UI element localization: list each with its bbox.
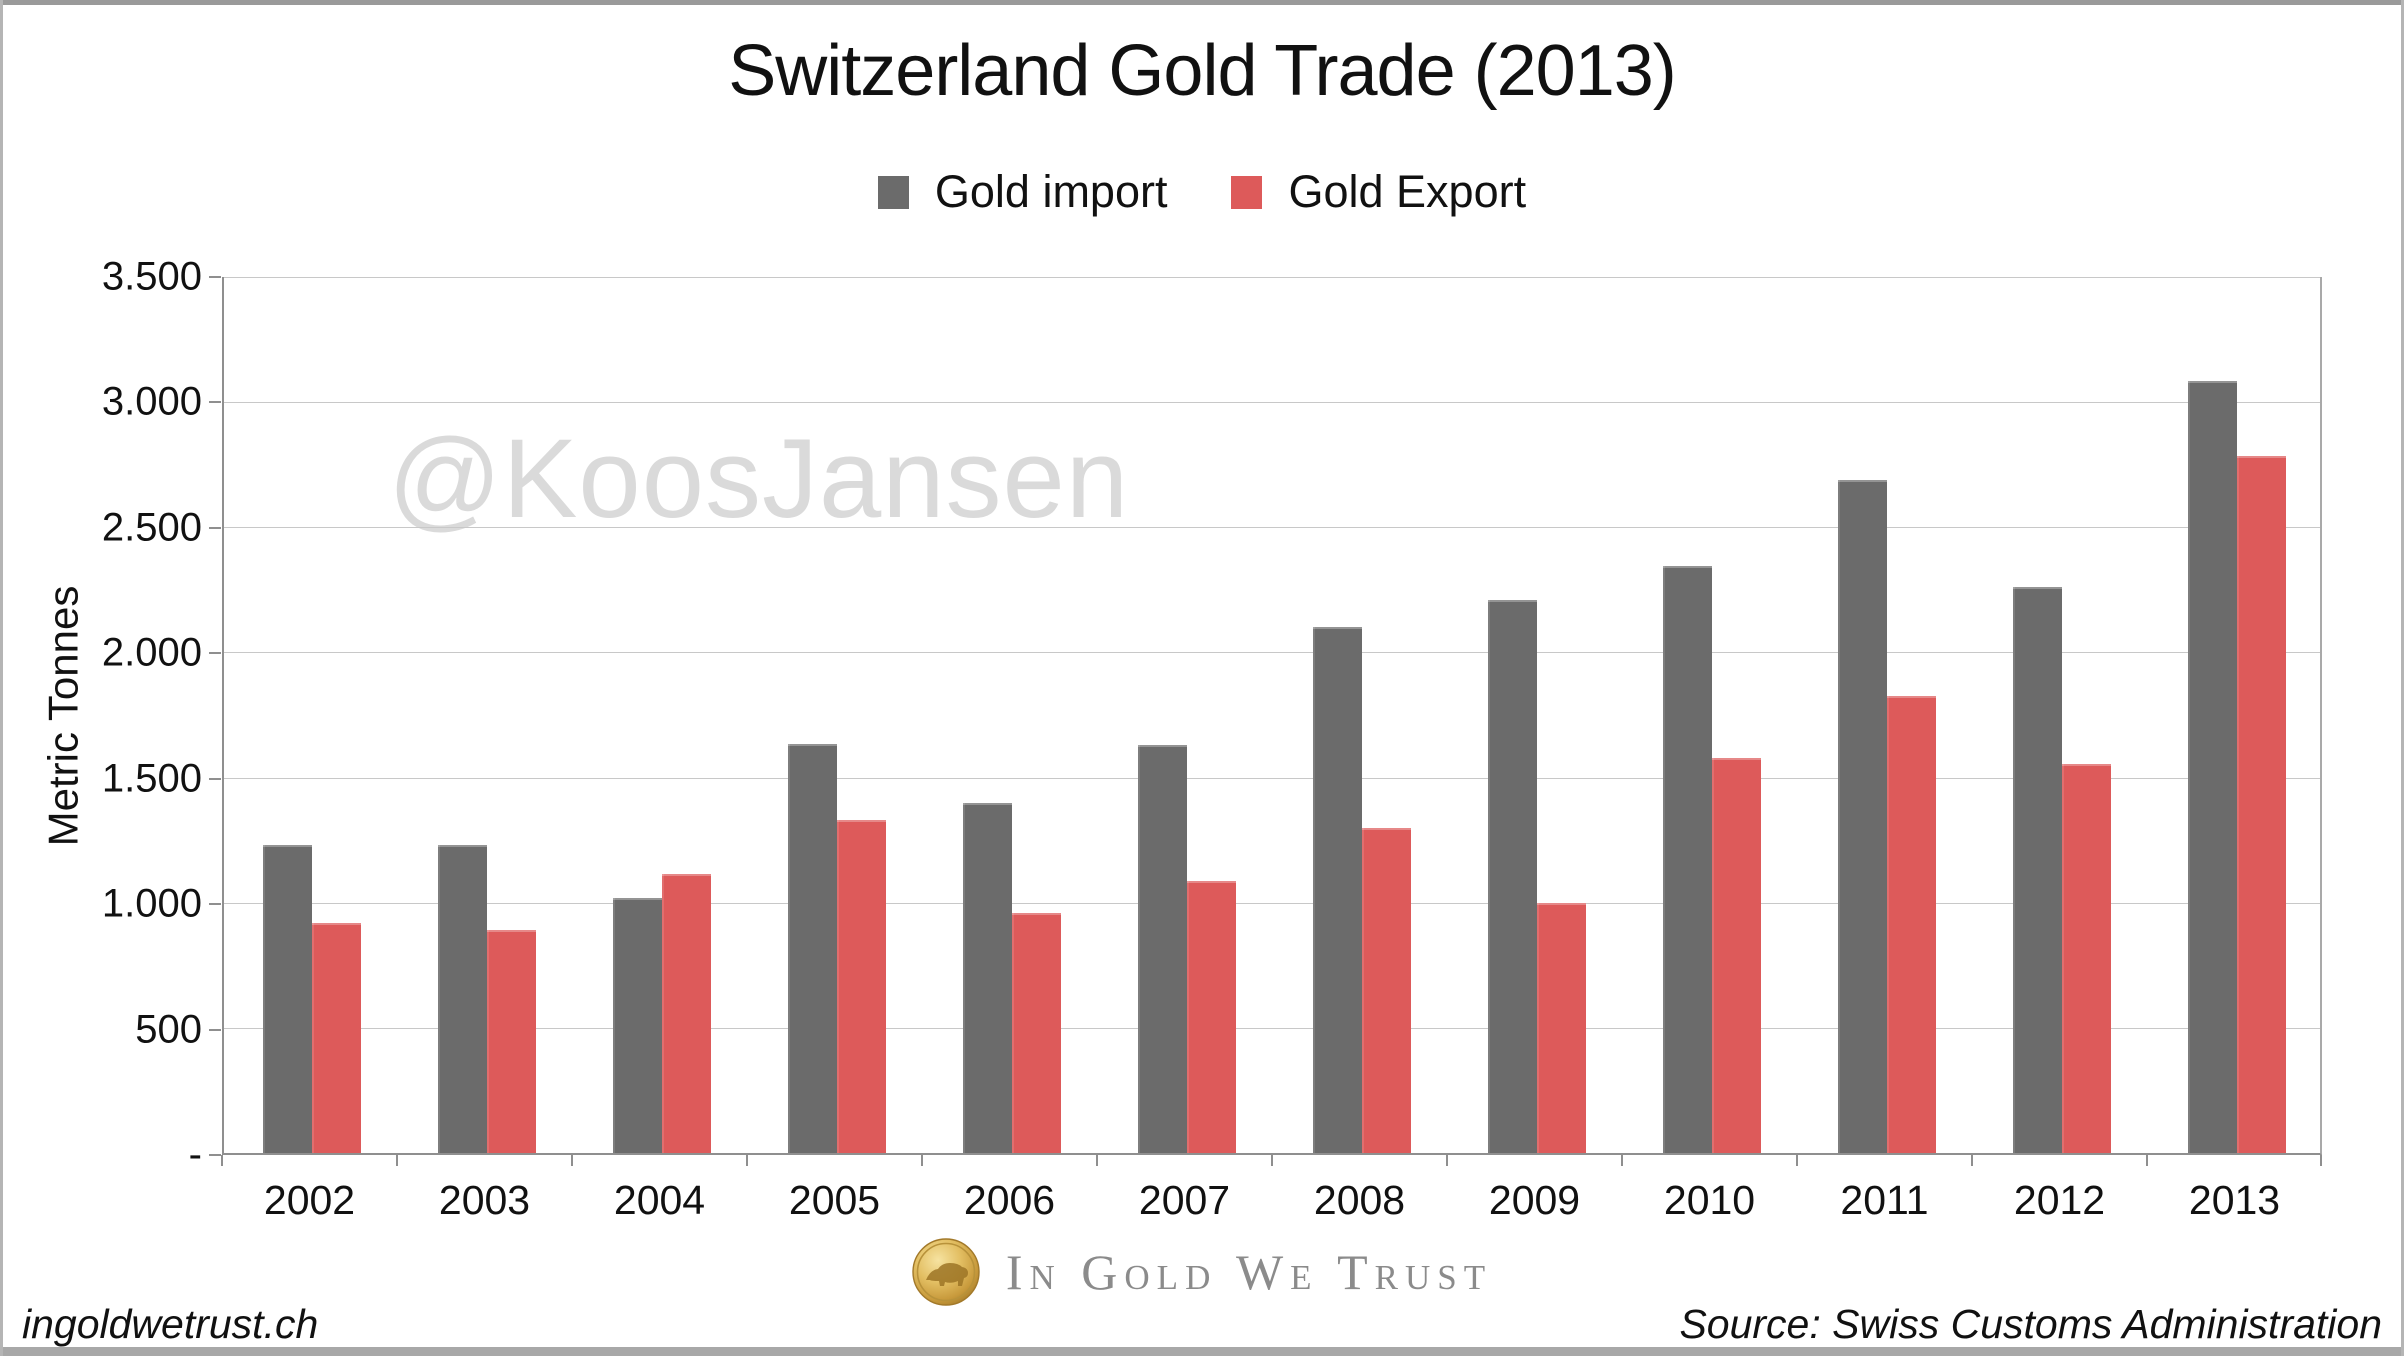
x-tick-label: 2002 [263,1177,356,1223]
x-tick-mark [746,1155,748,1166]
legend-entry-import: Gold import [877,166,1168,218]
y-tick-mark [209,526,221,529]
y-tick-label: 3.500 [101,254,202,299]
y-tick-label: 500 [135,1007,202,1052]
bar-import-2005 [787,743,837,1153]
page-border-bottom [0,1347,2404,1356]
gridline [224,777,2320,779]
x-tick-label: 2008 [1313,1177,1406,1223]
bar-export-2013 [2236,455,2286,1153]
bar-import-2004 [612,897,662,1153]
y-tick-mark [209,777,221,780]
x-tick-mark [2320,1155,2322,1166]
x-tick-label: 2007 [1138,1177,1231,1223]
bar-import-2002 [262,845,312,1153]
page-border-left [0,0,3,1356]
bar-export-2009 [1536,902,1586,1153]
gridline [224,402,2320,404]
x-tick-mark [1796,1155,1798,1166]
bar-export-2008 [1361,827,1411,1153]
x-tick-label: 2012 [2013,1177,2106,1223]
chart-title: Switzerland Gold Trade (2013) [728,31,1677,111]
x-tick-mark [571,1155,573,1166]
y-tick-label: - [188,1132,202,1177]
bar-export-2002 [311,922,361,1153]
bar-import-2012 [2012,587,2062,1153]
bar-import-2009 [1487,599,1537,1153]
y-tick-mark [209,1154,221,1156]
page-border-top [0,0,2404,5]
x-tick-mark [921,1155,923,1166]
legend-label: Gold Export [1288,166,1527,217]
bar-import-2003 [437,845,487,1153]
y-tick-mark [209,1028,221,1031]
footer-site-link: ingoldwetrust.ch [22,1301,319,1347]
page-border-right [2401,0,2404,1356]
bar-export-2003 [486,930,536,1153]
bar-export-2007 [1186,881,1236,1153]
x-tick-mark [1621,1155,1623,1166]
y-tick-mark [209,276,221,278]
bar-import-2010 [1662,566,1712,1153]
brand-footer: In Gold We Trust [0,1238,2404,1306]
watermark: @KoosJansen [388,416,1130,541]
legend-swatch-icon [877,175,909,209]
x-tick-mark [2146,1155,2148,1166]
brand-text: In Gold We Trust [1005,1244,1493,1300]
bar-export-2005 [836,820,886,1153]
x-tick-label: 2003 [438,1177,531,1223]
x-tick-mark [1446,1155,1448,1166]
y-tick-mark [209,903,221,906]
footer-source-note: Source: Swiss Customs Administration [1679,1301,2382,1347]
x-tick-label: 2013 [2188,1177,2281,1223]
bar-export-2004 [661,873,711,1153]
y-tick-label: 2.500 [101,505,202,550]
gridline [224,652,2320,654]
y-tick-label: 1.500 [101,756,202,801]
gold-coin-logo-icon [912,1238,980,1306]
legend-label: Gold import [934,166,1168,217]
x-tick-mark [396,1155,398,1166]
plot-area [222,277,2322,1155]
gridline [224,902,2320,904]
bar-export-2010 [1711,757,1761,1153]
bar-export-2006 [1011,912,1061,1153]
x-tick-mark [1271,1155,1273,1166]
gridline [224,1027,2320,1029]
legend-entry-export: Gold Export [1231,166,1526,218]
x-tick-mark [221,1155,223,1166]
gridline [224,527,2320,529]
y-tick-label: 3.000 [101,379,202,424]
y-tick-label: 2.000 [101,630,202,675]
bar-import-2008 [1312,627,1362,1153]
y-tick-mark [209,652,221,655]
y-tick-label: 1.000 [101,881,202,926]
x-tick-label: 2010 [1663,1177,1756,1223]
bar-export-2012 [2061,763,2111,1153]
x-tick-label: 2011 [1840,1177,1929,1223]
y-axis-title: Metric Tonnes [39,585,86,847]
x-tick-mark [1096,1155,1098,1166]
legend-swatch-icon [1231,175,1263,209]
x-tick-label: 2004 [613,1177,706,1223]
y-tick-mark [209,401,221,404]
x-tick-mark [1971,1155,1973,1166]
bar-import-2006 [962,802,1012,1153]
x-tick-label: 2009 [1488,1177,1581,1223]
gridline [224,277,2320,278]
bar-import-2013 [2187,380,2237,1153]
chart-legend: Gold import Gold Export [0,166,2404,218]
bar-export-2011 [1886,696,1936,1153]
bar-import-2011 [1837,479,1887,1153]
x-tick-label: 2005 [788,1177,881,1223]
bar-import-2007 [1137,745,1187,1153]
x-tick-label: 2006 [963,1177,1056,1223]
